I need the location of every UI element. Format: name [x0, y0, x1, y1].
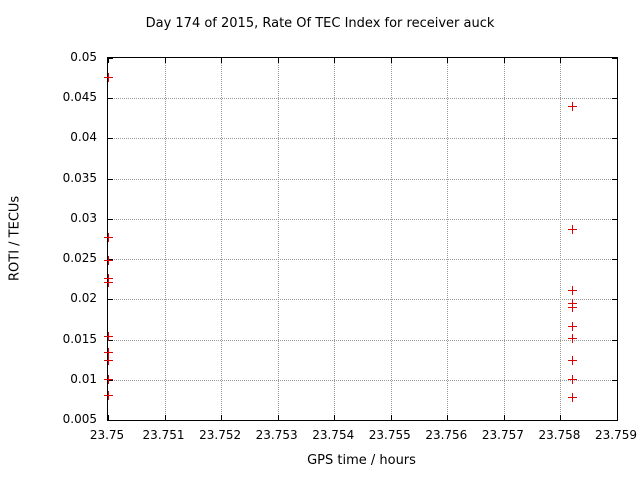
x-tick-mark-top [108, 58, 109, 63]
y-tick-mark-right [612, 379, 617, 381]
grid-line-horizontal [108, 379, 617, 381]
data-point-marker [104, 233, 113, 243]
x-tick-mark-bottom [108, 415, 109, 420]
x-tick-mark-bottom [447, 415, 449, 420]
data-point-marker [104, 374, 113, 384]
grid-line-horizontal [108, 218, 617, 220]
x-tick-mark-bottom [503, 415, 505, 420]
y-tick-mark-left [108, 299, 113, 301]
grid-line-vertical [447, 58, 449, 420]
y-axis-title: ROTI / TECUs [7, 195, 23, 281]
y-tick-mark-left [108, 98, 113, 100]
x-tick-mark-top [164, 58, 166, 63]
x-axis-title: GPS time / hours [307, 453, 416, 468]
grid-line-vertical [334, 58, 336, 420]
x-tick-mark-bottom [617, 415, 618, 420]
data-point-marker [104, 391, 113, 401]
x-tick-mark-top [447, 58, 449, 63]
x-tick-label: 23.759 [595, 428, 637, 442]
data-point-marker [104, 277, 113, 287]
y-tick-mark-right [612, 259, 617, 261]
data-point-marker [567, 285, 577, 295]
x-tick-label: 23.751 [142, 428, 185, 442]
y-tick-mark-right [612, 98, 617, 100]
x-tick-mark-bottom [221, 415, 223, 420]
grid-line-vertical [277, 58, 279, 420]
grid-line-vertical [503, 58, 505, 420]
data-point-marker [567, 393, 577, 403]
grid-line-horizontal [108, 339, 617, 341]
y-tick-label: 0.03 [70, 210, 97, 225]
y-tick-mark-left [108, 379, 113, 381]
data-point-marker [567, 302, 577, 312]
x-tick-label: 23.752 [199, 428, 242, 442]
y-tick-mark-left [108, 138, 113, 140]
data-point-marker [567, 321, 577, 331]
x-tick-label: 23.754 [312, 428, 355, 442]
data-point-marker [104, 72, 113, 82]
x-tick-mark-top [221, 58, 223, 63]
grid-line-vertical [164, 58, 166, 420]
y-tick-mark-right [612, 138, 617, 140]
data-point-marker [104, 255, 113, 265]
y-tick-mark-right [612, 299, 617, 301]
data-point-marker [567, 374, 577, 384]
y-tick-label: 0.05 [70, 50, 97, 64]
y-tick-mark-right [612, 420, 617, 421]
x-tick-mark-top [560, 58, 562, 63]
x-tick-mark-bottom [334, 415, 336, 420]
x-tick-label: 23.755 [368, 428, 411, 442]
data-point-marker [567, 102, 577, 112]
y-tick-label: 0.015 [62, 331, 97, 346]
y-tick-mark-left [108, 218, 113, 220]
y-tick-mark-right [612, 58, 617, 59]
x-tick-label: 23.757 [481, 428, 524, 442]
y-tick-label: 0.005 [62, 412, 97, 426]
x-tick-mark-bottom [277, 415, 279, 420]
y-tick-label: 0.045 [62, 90, 97, 105]
x-tick-mark-bottom [560, 415, 562, 420]
x-tick-mark-top [503, 58, 505, 63]
y-tick-mark-left [108, 58, 113, 59]
chart-title: Day 174 of 2015, Rate Of TEC Index for r… [145, 16, 495, 31]
x-tick-mark-top [390, 58, 392, 63]
y-tick-mark-left [108, 420, 113, 421]
y-tick-label: 0.04 [70, 130, 97, 145]
y-tick-mark-left [108, 259, 113, 261]
x-tick-mark-top [334, 58, 336, 63]
grid-line-horizontal [108, 98, 617, 100]
y-tick-mark-left [108, 178, 113, 180]
data-point-marker [567, 355, 577, 365]
data-point-marker [104, 355, 113, 365]
y-tick-label: 0.035 [62, 170, 97, 185]
x-tick-mark-bottom [164, 415, 166, 420]
y-tick-mark-right [612, 339, 617, 341]
grid-line-horizontal [108, 138, 617, 140]
y-tick-mark-left [108, 339, 113, 341]
grid-line-horizontal [108, 259, 617, 261]
data-point-marker [567, 224, 577, 234]
data-point-marker [567, 333, 577, 343]
x-tick-label: 23.758 [538, 428, 581, 442]
grid-line-horizontal [108, 299, 617, 301]
grid-line-horizontal [108, 178, 617, 180]
data-point-marker [104, 331, 113, 341]
plot-area [104, 57, 618, 421]
x-tick-mark-top [617, 58, 618, 63]
x-tick-mark-bottom [390, 415, 392, 420]
data-point-marker [104, 347, 113, 357]
y-tick-label: 0.01 [70, 371, 97, 386]
x-tick-label: 23.753 [255, 428, 298, 442]
y-tick-label: 0.02 [70, 291, 97, 306]
y-tick-mark-right [612, 178, 617, 180]
x-tick-mark-top [277, 58, 279, 63]
x-tick-label: 23.75 [89, 428, 125, 442]
y-tick-label: 0.025 [62, 251, 97, 266]
x-tick-label: 23.756 [425, 428, 468, 442]
grid-line-vertical [390, 58, 392, 420]
grid-line-vertical [221, 58, 223, 420]
y-tick-mark-right [612, 218, 617, 220]
grid-line-vertical [560, 58, 562, 420]
